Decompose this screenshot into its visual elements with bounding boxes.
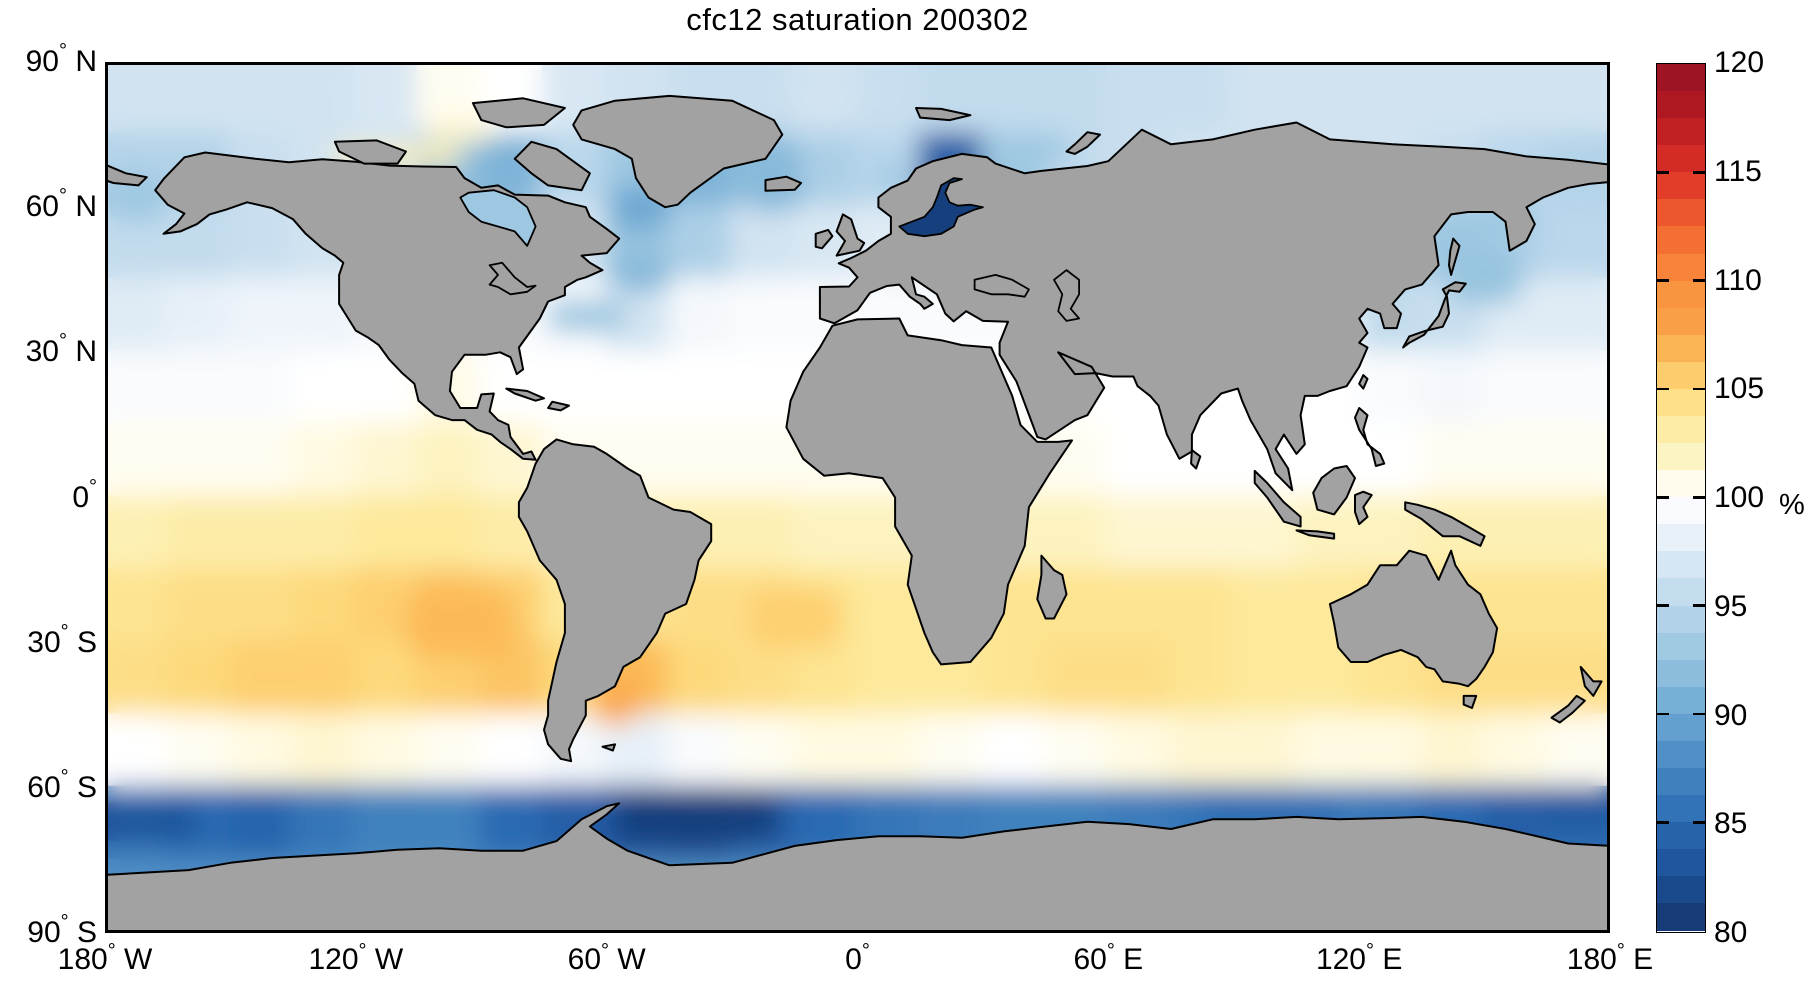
colorbar-tick (1657, 604, 1669, 608)
colorbar-tick-label: 95 (1714, 589, 1748, 623)
world-map (105, 62, 1610, 933)
colorbar-tick-label: 115 (1714, 154, 1762, 188)
degree-symbol: ° (358, 940, 367, 962)
colorbar-tick (1657, 279, 1669, 282)
colorbar-tick (1657, 387, 1669, 391)
lat-tick-label: 30° S (27, 620, 97, 659)
colorbar-band (1657, 551, 1705, 579)
lon-tick-label: 120° E (1315, 940, 1403, 976)
lon-tick-label: 0° (845, 940, 870, 976)
colorbar-band (1657, 740, 1705, 769)
colorbar-tick (1657, 496, 1669, 499)
degree-symbol: ° (60, 620, 69, 643)
colorbar-band (1657, 64, 1705, 92)
colorbar-band (1657, 416, 1705, 444)
plot-title: cfc12 saturation 200302 (686, 2, 1029, 37)
lat-tick-label: 90° N (25, 40, 97, 78)
colorbar-band (1657, 659, 1705, 687)
colorbar-band (1657, 686, 1705, 714)
lat-tick-label: 30° N (25, 330, 97, 369)
colorbar-band (1657, 470, 1705, 498)
degree-symbol: ° (59, 185, 67, 208)
colorbar-band (1657, 849, 1705, 877)
colorbar-band (1657, 578, 1705, 606)
colorbar-tick-label: 90 (1714, 698, 1748, 732)
colorbar-band (1657, 334, 1705, 362)
colorbar-tick (1693, 821, 1705, 824)
colorbar-band (1657, 199, 1705, 227)
colorbar-tick-label: 110 (1714, 263, 1762, 297)
colorbar-band (1657, 307, 1705, 335)
colorbar-band (1657, 361, 1705, 389)
colorbar-tick (1693, 712, 1705, 716)
degree-symbol: ° (1106, 940, 1115, 962)
colorbar-band (1657, 226, 1705, 254)
lon-tick-label: 120° W (308, 940, 404, 976)
colorbar-tick (1657, 821, 1669, 824)
colorbar-band (1657, 524, 1705, 552)
lon-tick-label: 60° E (1073, 940, 1144, 976)
colorbar-band (1657, 768, 1705, 796)
colorbar-band (1657, 903, 1705, 931)
colorbar-band (1657, 118, 1705, 146)
colorbar-tick-label: 85 (1714, 807, 1748, 841)
colorbar-band (1657, 145, 1705, 173)
colorbar-band (1657, 280, 1705, 308)
colorbar-tick (1657, 712, 1669, 716)
colorbar-tick-label: 100 (1714, 481, 1765, 514)
colorbar-tick (1693, 387, 1705, 391)
colorbar-band (1657, 172, 1705, 200)
degree-symbol: ° (1366, 940, 1374, 962)
degree-symbol: ° (601, 940, 610, 962)
colorbar-tick (1693, 604, 1705, 608)
continents (105, 94, 1610, 933)
colorbar-tick-label: 120 (1714, 46, 1765, 79)
colorbar-tick-label: 105 (1714, 372, 1765, 406)
lat-tick-label: 60° S (27, 765, 97, 804)
colorbar-tick (1657, 171, 1669, 174)
degree-symbol: ° (89, 475, 97, 498)
degree-symbol: ° (60, 911, 69, 933)
degree-symbol: ° (59, 330, 67, 353)
degree-symbol: ° (60, 765, 69, 788)
colorbar-tick-label: 80 (1714, 916, 1748, 949)
colorbar-band (1657, 876, 1705, 904)
inland-seas (459, 177, 1080, 322)
saturation-heatmap (105, 62, 1610, 933)
colorbar-band (1657, 443, 1705, 471)
colorbar-band (1657, 632, 1705, 660)
colorbar-band (1657, 713, 1705, 741)
lat-tick-label: 90° S (27, 911, 97, 949)
degree-symbol: ° (861, 940, 870, 962)
colorbar-band (1657, 91, 1705, 119)
ocean-field-smooth (105, 62, 1610, 933)
lon-tick-label: 180° W (57, 940, 153, 976)
degree-symbol: ° (107, 940, 116, 962)
colorbar-band (1657, 497, 1705, 525)
colorbar-band (1657, 388, 1705, 417)
degree-symbol: ° (1616, 940, 1625, 962)
colorbar-band (1657, 822, 1705, 850)
lat-tick-label: 0° (72, 475, 97, 514)
lon-tick-label: 180° E (1566, 940, 1654, 976)
colorbar (1656, 63, 1706, 933)
colorbar-band (1657, 605, 1705, 633)
lat-tick-label: 60° N (25, 185, 97, 224)
colorbar-tick (1693, 496, 1705, 499)
degree-symbol: ° (59, 40, 67, 62)
colorbar-tick (1693, 279, 1705, 282)
colorbar-band (1657, 795, 1705, 823)
colorbar-unit-label: % (1779, 489, 1805, 521)
lon-tick-label: 60° W (567, 940, 646, 976)
colorbar-band (1657, 253, 1705, 281)
colorbar-tick (1693, 171, 1705, 174)
